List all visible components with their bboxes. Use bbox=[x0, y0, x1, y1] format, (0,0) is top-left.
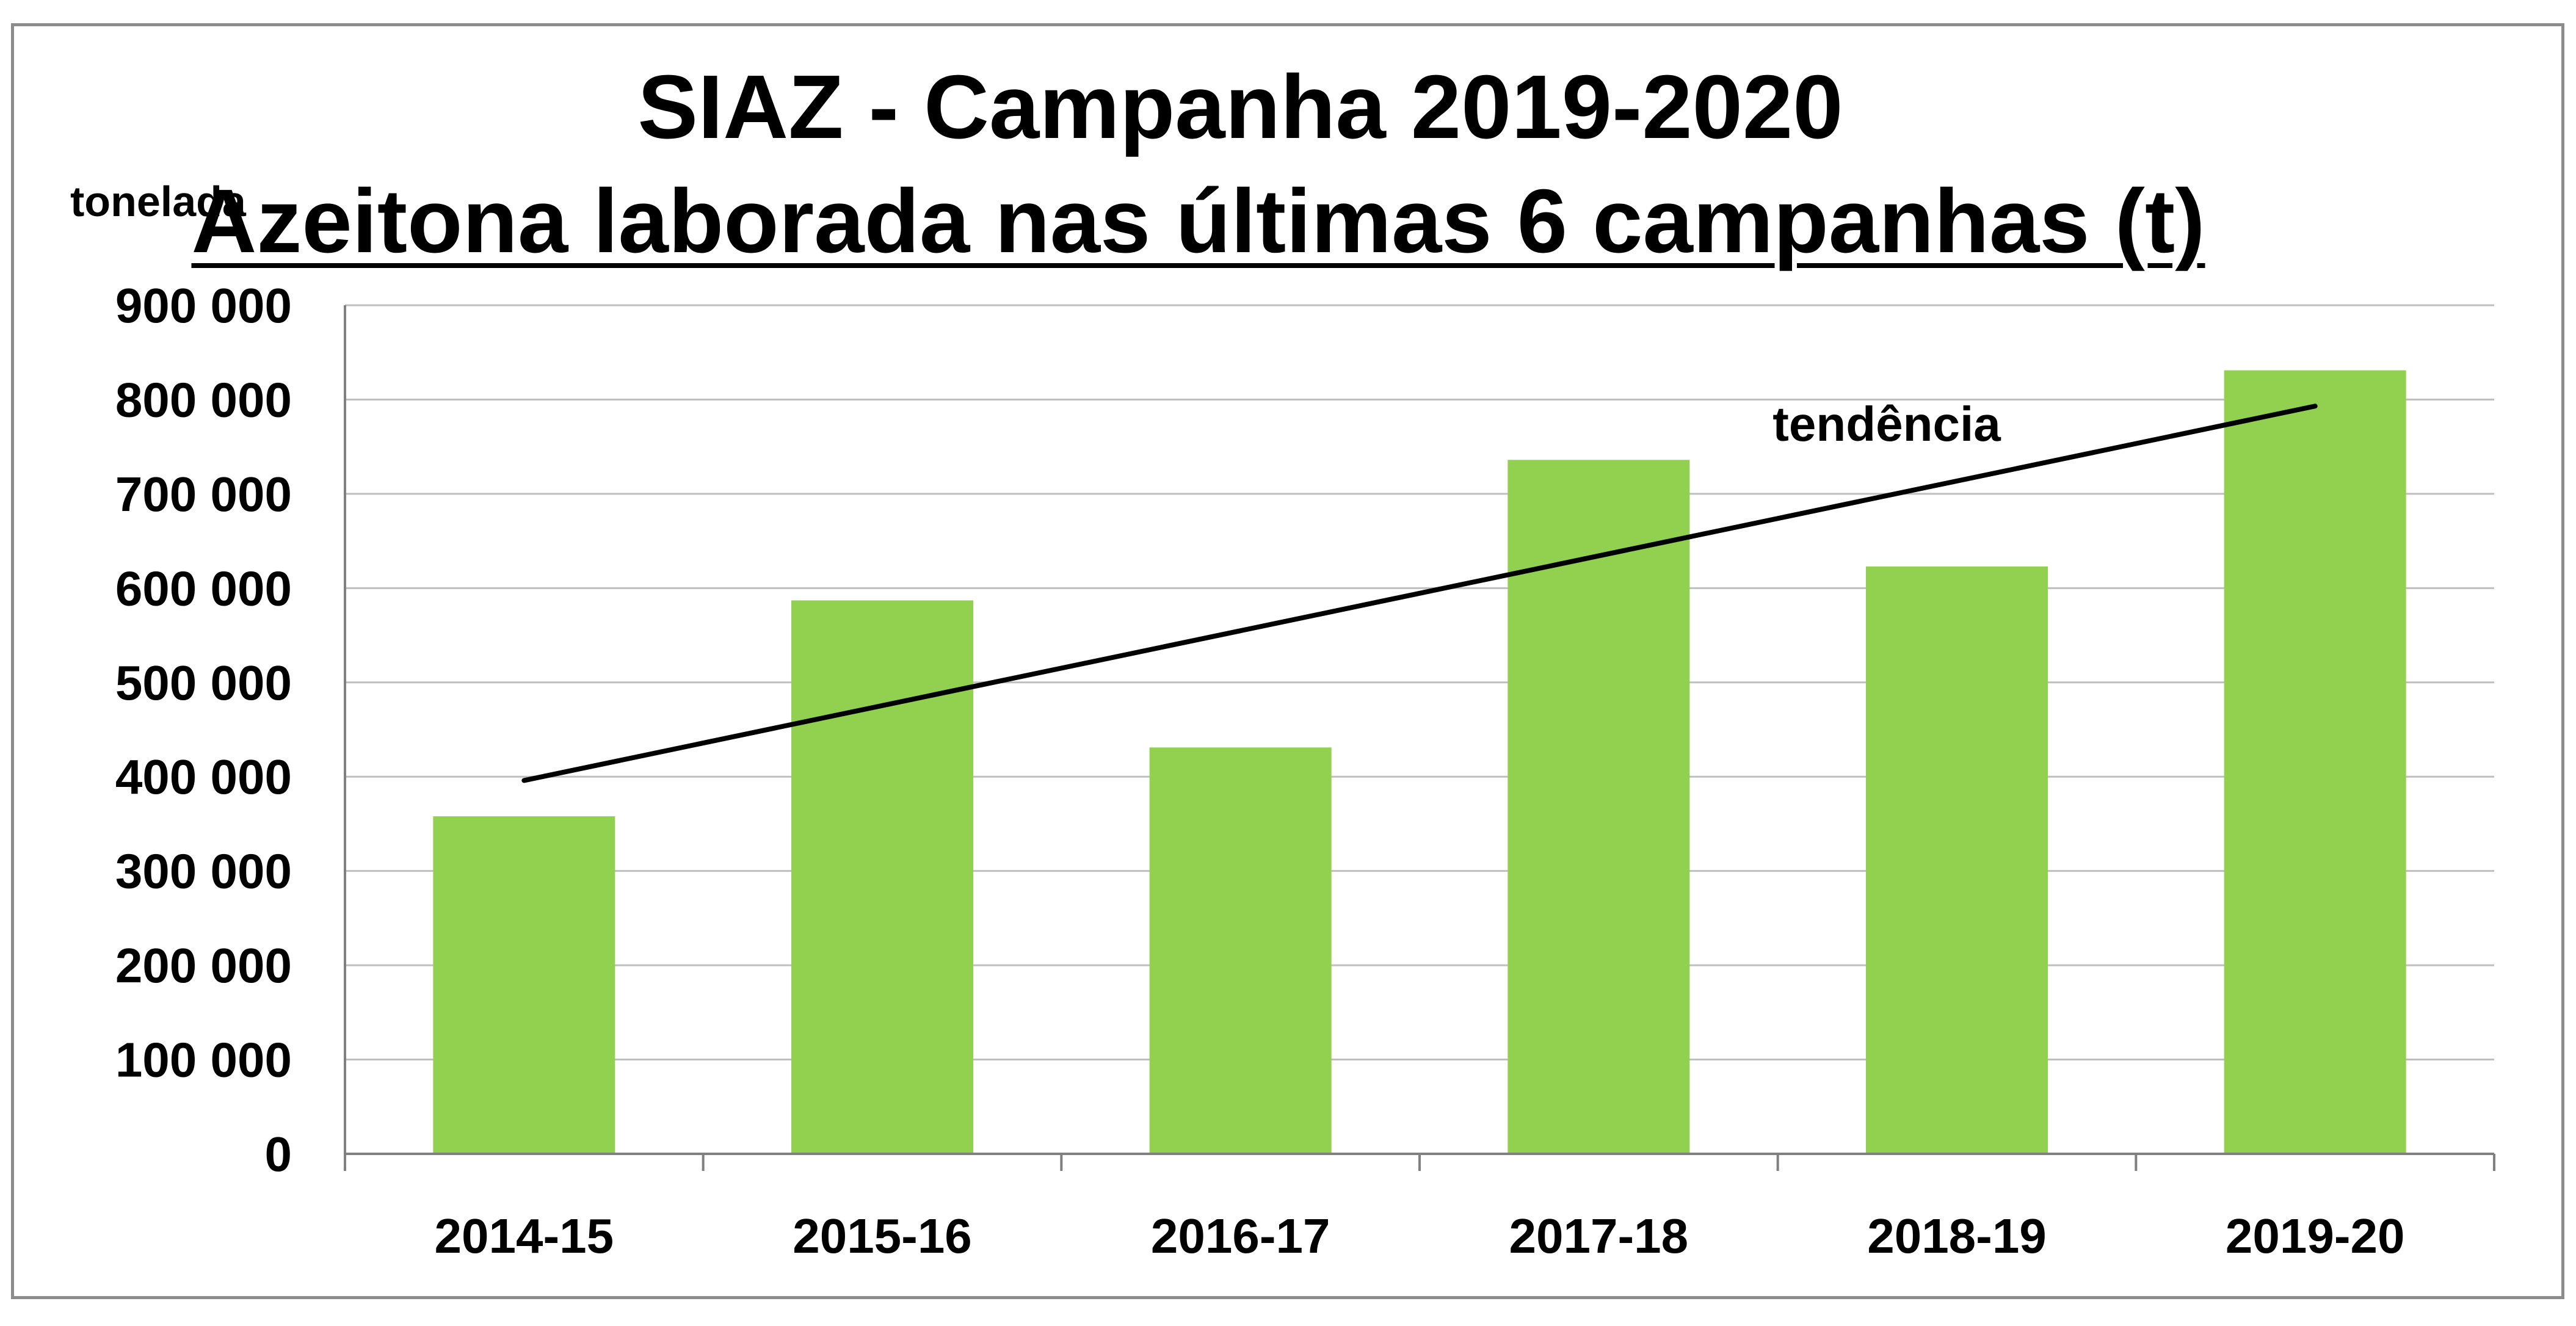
y-tick-label: 300 000 bbox=[115, 844, 292, 899]
chart-subtitle: Azeitona laborada nas últimas 6 campanha… bbox=[0, 172, 2396, 272]
bar bbox=[791, 600, 973, 1154]
bar bbox=[1508, 460, 1690, 1154]
x-tick-label: 2019-20 bbox=[2226, 1209, 2405, 1263]
y-tick-label: 100 000 bbox=[115, 1033, 292, 1087]
chart-title: SIAZ - Campanha 2019-2020 bbox=[637, 57, 1843, 158]
bar bbox=[1866, 566, 2048, 1154]
trendline-label: tendência bbox=[1772, 397, 2001, 451]
x-tick-label: 2016-17 bbox=[1151, 1209, 1330, 1263]
y-tick-label: 400 000 bbox=[115, 750, 292, 804]
y-tick-label: 0 bbox=[265, 1127, 292, 1181]
y-axis-unit-label: tonelada bbox=[70, 178, 246, 225]
x-tick-label: 2017-18 bbox=[1509, 1209, 1689, 1263]
x-tick-label: 2014-15 bbox=[435, 1209, 614, 1263]
y-tick-label: 600 000 bbox=[115, 561, 292, 615]
bar bbox=[1149, 747, 1332, 1154]
x-tick-label: 2018-19 bbox=[1867, 1209, 2047, 1263]
bar bbox=[433, 816, 615, 1154]
y-tick-label: 900 000 bbox=[115, 278, 292, 333]
bar bbox=[2224, 370, 2406, 1154]
y-tick-label: 700 000 bbox=[115, 467, 292, 521]
trendline bbox=[521, 404, 2318, 783]
y-tick-label: 500 000 bbox=[115, 656, 292, 710]
chart-subtitle-text: Azeitona laborada nas últimas 6 campanha… bbox=[191, 171, 2205, 272]
y-tick-label: 200 000 bbox=[115, 938, 292, 993]
x-tick-label: 2015-16 bbox=[793, 1209, 972, 1263]
y-tick-label: 800 000 bbox=[115, 372, 292, 427]
